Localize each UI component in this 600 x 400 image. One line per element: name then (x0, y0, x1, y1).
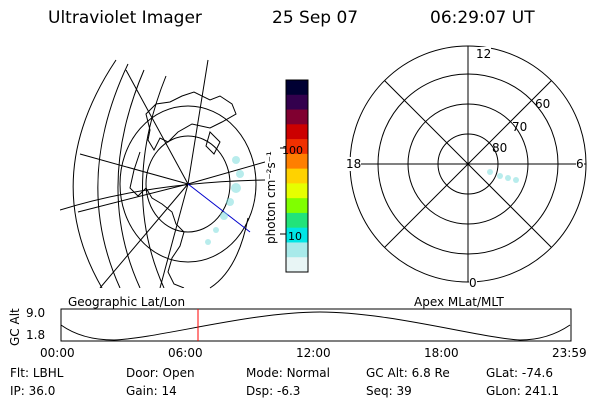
time-label: 06:29:07 UT (430, 8, 535, 28)
mlat-label-70: 70 (512, 120, 528, 134)
mlt-label-0: 0 (469, 276, 477, 290)
colorbar-swatch (286, 198, 308, 214)
x-tick-1800: 18:00 (424, 346, 459, 360)
aurora-emission-polar (487, 169, 519, 183)
info-ip: IP: 36.0 (10, 384, 56, 398)
colorbar-swatch (286, 80, 308, 96)
altitude-curve (60, 311, 571, 341)
altitude-y-top: 9.0 (26, 306, 46, 320)
mlat-label-80: 80 (492, 141, 508, 155)
earth-limb-arc (72, 59, 117, 288)
x-tick-1200: 12:00 (296, 346, 331, 360)
colorbar-swatch (286, 183, 308, 199)
satellite-track (187, 183, 251, 233)
colorbar-unit-label: photon cm⁻²s⁻¹ (264, 151, 278, 244)
colorbar-swatch (286, 242, 308, 258)
meridian-line (99, 183, 189, 288)
altitude-plot (60, 308, 572, 342)
coastline (205, 131, 221, 155)
mlat-label-60: 60 (535, 97, 551, 111)
altitude-plot-frame (60, 308, 572, 342)
x-tick-0600: 06:00 (168, 346, 203, 360)
apex-caption: Apex MLat/MLT (414, 295, 504, 309)
meridian-line (187, 161, 265, 185)
colorbar-tick-high: 100 (282, 144, 303, 157)
earth-disc-edge (209, 217, 249, 289)
coastline (129, 151, 185, 288)
colorbar-swatch (286, 257, 308, 273)
colorbar-swatch (286, 139, 308, 155)
x-tick-0000: 00:00 (40, 346, 75, 360)
info-glat: GLat: -74.6 (486, 366, 553, 380)
latitude-arc (97, 63, 129, 288)
altitude-axis-label: GC Alt (8, 308, 22, 346)
colorbar-swatch (286, 168, 308, 184)
colorbar-swatch (286, 227, 308, 243)
parallel-line (60, 179, 265, 211)
geographic-map (60, 59, 265, 289)
meridian-line (187, 59, 209, 185)
info-mode: Mode: Normal (246, 366, 330, 380)
geographic-caption: Geographic Lat/Lon (68, 295, 186, 309)
date-label: 25 Sep 07 (272, 8, 359, 28)
meridian-line (77, 183, 189, 213)
colorbar (280, 79, 309, 273)
apex-polar-plot (349, 45, 587, 283)
latitude-ring-outer (119, 105, 257, 263)
mlt-label-6: 6 (576, 157, 584, 171)
colorbar-swatch (286, 153, 308, 170)
info-flt: Flt: LBHL (10, 366, 64, 380)
colorbar-tick-low: 10 (288, 230, 302, 243)
info-door: Door: Open (126, 366, 195, 380)
meridian-line (159, 183, 189, 288)
latitude-ring-inner (145, 135, 231, 233)
colorbar-swatches (286, 80, 308, 273)
colorbar-swatch (286, 109, 308, 125)
colorbar-swatch (286, 94, 308, 111)
instrument-title: Ultraviolet Imager (48, 8, 202, 28)
info-dsp: Dsp: -6.3 (246, 384, 301, 398)
info-seq: Seq: 39 (366, 384, 412, 398)
colorbar-swatch (286, 124, 308, 140)
x-tick-2359: 23:59 (552, 346, 587, 360)
meridian-line (125, 69, 189, 185)
aurora-emission (205, 156, 244, 245)
coastline (145, 91, 237, 152)
polar-spoke (384, 80, 552, 248)
colorbar-swatch (286, 212, 308, 229)
info-gain: Gain: 14 (126, 384, 177, 398)
latitude-arc (117, 69, 145, 288)
mlt-label-18: 18 (346, 157, 362, 171)
info-gc-alt: GC Alt: 6.8 Re (366, 366, 450, 380)
colorbar-frame (285, 79, 309, 273)
info-glon: GLon: 241.1 (486, 384, 559, 398)
mlt-label-12: 12 (476, 47, 492, 61)
altitude-y-bottom: 1.8 (26, 328, 46, 342)
